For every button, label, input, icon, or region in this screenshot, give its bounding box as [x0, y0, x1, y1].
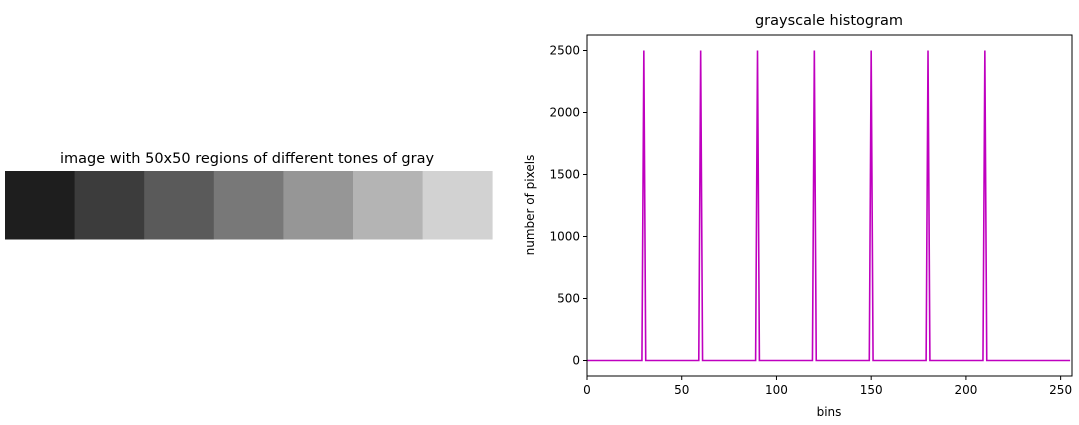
gray-region-150 [283, 171, 354, 240]
image-title: image with 50x50 regions of different to… [60, 151, 435, 167]
histogram-panel: grayscale histogram 0 50 100 150 200 250 0 500… [523, 13, 1073, 419]
gray-region-90 [144, 171, 215, 240]
histogram-plot-area [587, 50, 1071, 362]
y-tick-label-1500: 1500 [549, 168, 580, 182]
x-tick-label-100: 100 [765, 383, 788, 397]
gray-region-60 [74, 171, 145, 240]
gray-region-120 [213, 171, 284, 240]
y-tick-label-0: 0 [572, 354, 580, 368]
x-tick-label-50: 50 [674, 383, 689, 397]
grayscale-image-panel: image with 50x50 regions of different to… [5, 151, 493, 240]
x-axis-label: bins [817, 405, 842, 419]
plot-frame [586, 34, 1073, 377]
x-tick-label-0: 0 [583, 383, 591, 397]
x-tick-label-150: 150 [860, 383, 883, 397]
gray-region-180 [353, 171, 423, 240]
gray-region-30 [5, 171, 75, 240]
histogram-title: grayscale histogram [755, 13, 903, 29]
y-tick-label-1000: 1000 [549, 230, 580, 244]
x-axis-ticks: 0 50 100 150 200 250 [583, 376, 1072, 397]
x-tick-label-200: 200 [954, 383, 977, 397]
y-axis-label: number of pixels [523, 155, 537, 256]
image-cells [5, 171, 493, 240]
y-tick-label-2000: 2000 [549, 106, 580, 120]
histogram-series-line-0 [587, 50, 1071, 362]
y-axis-ticks: 0 500 1000 1500 2000 2500 [549, 44, 587, 368]
gray-region-210 [422, 171, 493, 240]
y-tick-label-500: 500 [557, 292, 580, 306]
x-tick-label-250: 250 [1049, 383, 1072, 397]
y-tick-label-2500: 2500 [549, 44, 580, 58]
